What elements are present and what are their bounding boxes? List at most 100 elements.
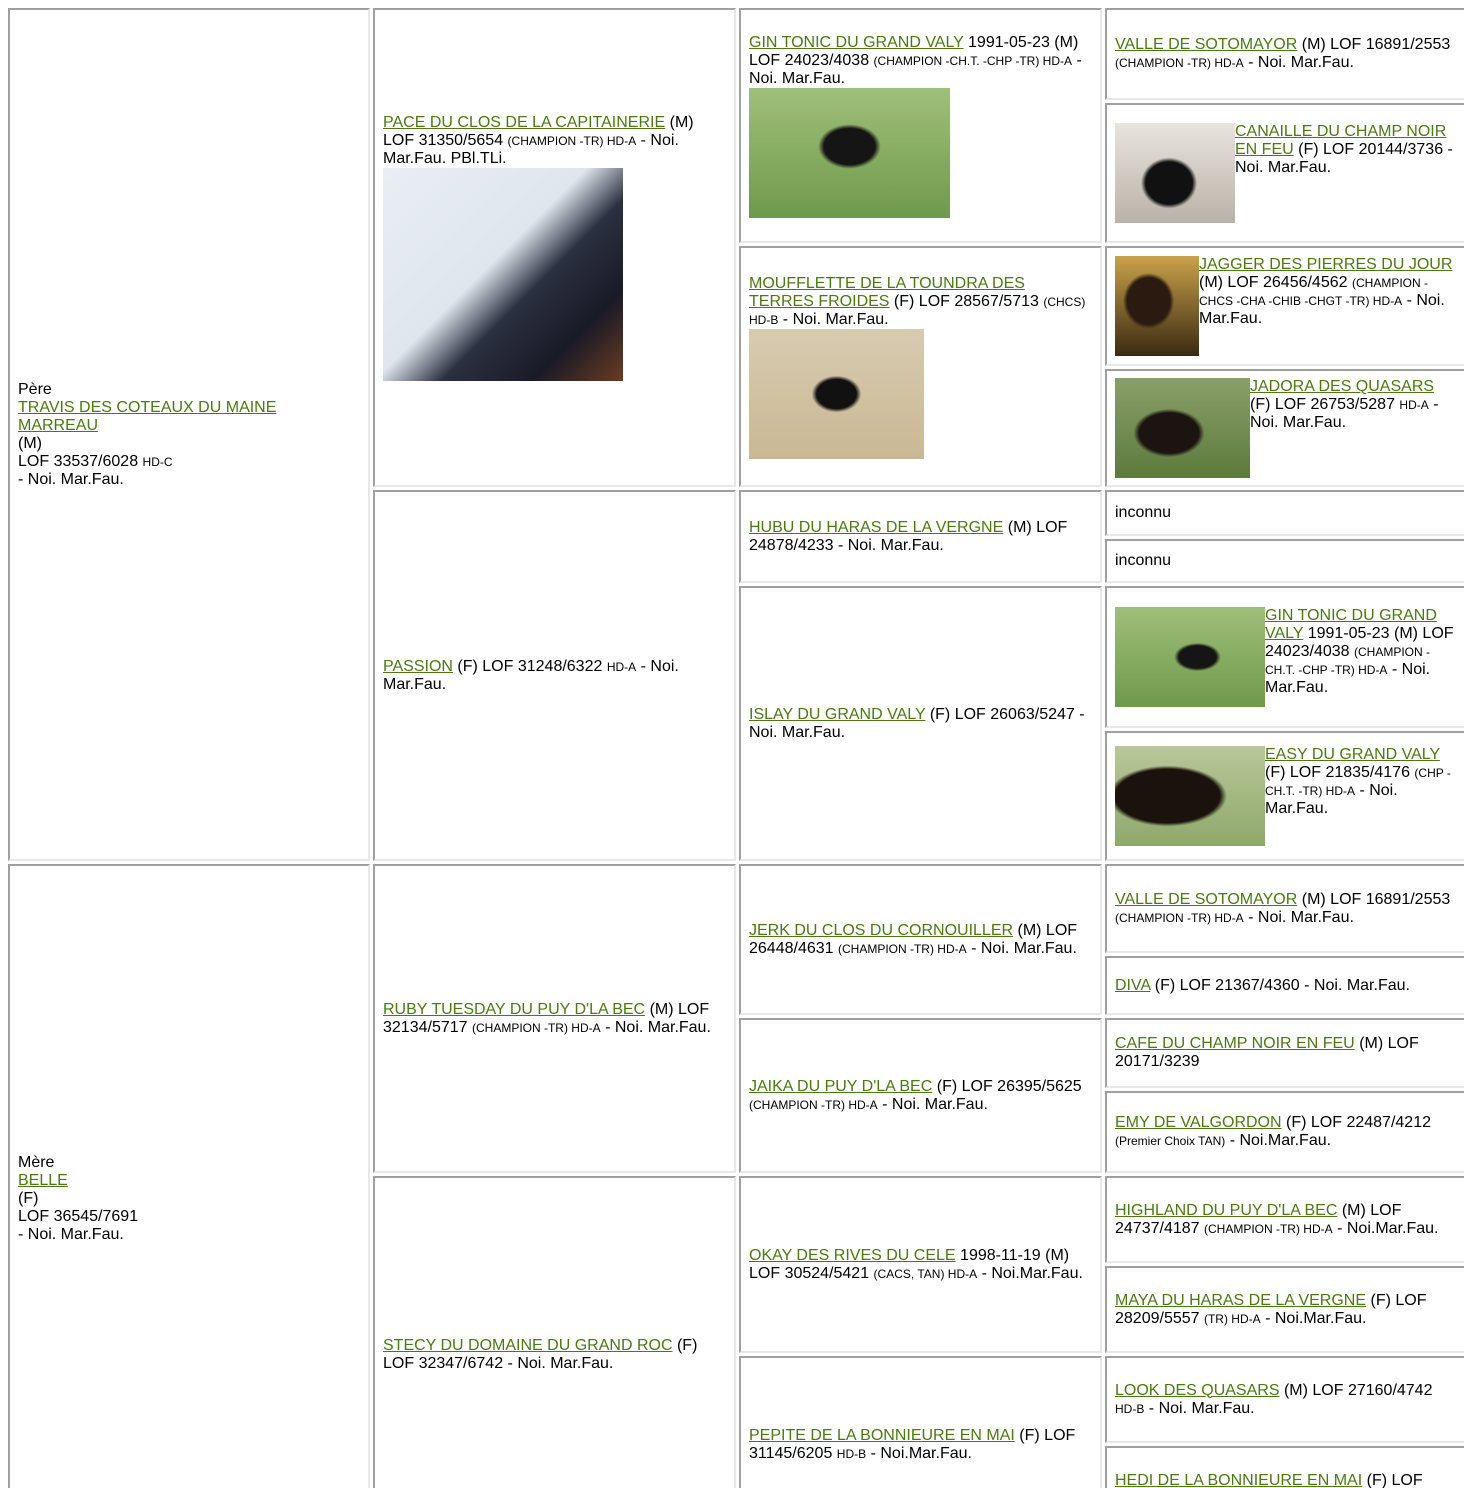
dog-name-link[interactable]: JADORA DES QUASARS <box>1250 378 1435 395</box>
dog-info: (F) LOF 21367/4360 - Noi. Mar.Fau. <box>1154 976 1410 994</box>
dog-info: - Noi. Mar.Fau. <box>882 1095 988 1113</box>
pedigree-cell: VALLE DE SOTOMAYOR (M) LOF 16891/2553 (C… <box>1105 864 1464 953</box>
pedigree-row: DIVA (F) LOF 21367/4360 - Noi. Mar.Fau. <box>8 956 1464 1015</box>
dog-name-link[interactable]: PACE DU CLOS DE LA CAPITAINERIE <box>383 114 666 131</box>
title-info: (CHAMPION -TR) HD-A <box>1115 910 1244 925</box>
dog-info: (M) LOF 31350/5654 <box>383 114 694 149</box>
title-info: (CHP -CH.T. -TR) HD-A <box>1265 766 1451 798</box>
dog-name-link[interactable]: GIN TONIC DU GRAND VALY <box>749 33 964 51</box>
dog-info: (F) LOF 31248/6322 <box>457 657 603 675</box>
dog-name-link[interactable]: CAFE DU CHAMP NOIR EN FEU <box>1115 1035 1355 1052</box>
title-info: HD-A <box>1399 398 1429 412</box>
title-info: (CHAMPION -TR) HD-A <box>837 941 967 956</box>
pedigree-cell: JADORA DES QUASARS (F) LOF 26753/5287 HD… <box>1105 369 1464 487</box>
pedigree-row: MAYA DU HARAS DE LA VERGNE (F) LOF 28209… <box>8 1266 1464 1353</box>
title-info: HD-B <box>1115 1401 1145 1416</box>
dog-info: - Noi. Mar.Fau. <box>18 1225 124 1243</box>
pedigree-row: JAIKA DU PUY D'LA BEC (F) LOF 26395/5625… <box>8 1018 1464 1173</box>
pedigree-cell: JERK DU CLOS DU CORNOUILLER (M) LOF 2644… <box>739 864 1102 1015</box>
dog-info: (F) LOF 26063/5247 - Noi. Mar.Fau. <box>749 705 1085 741</box>
dog-name-link[interactable]: STECY DU DOMAINE DU GRAND ROC <box>383 1336 673 1354</box>
dog-name-link[interactable]: PASSION <box>383 657 453 675</box>
dog-info: - Noi. Mar.Fau. <box>782 310 889 328</box>
pedigree-row: EASY DU GRAND VALY (F) LOF 21835/4176 (C… <box>8 731 1464 861</box>
pedigree-table: Père TRAVIS DES COTEAUX DU MAINE MARREAU(… <box>5 5 1464 1488</box>
dog-info: (F) <box>18 1189 39 1207</box>
dog-name-link[interactable]: HUBU DU HARAS DE LA VERGNE <box>749 518 1004 536</box>
dog-name-link[interactable]: GIN TONIC DU GRAND VALY <box>1265 607 1437 642</box>
pedigree-row: Mère BELLE (F) LOF 36545/7691- Noi. Mar.Fau… <box>8 864 1464 1488</box>
dog-name-link[interactable]: LOOK DES QUASARS <box>1115 1381 1280 1399</box>
dog-photo <box>1115 746 1265 846</box>
pedigree-cell: OKAY DES RIVES DU CELE 1998-11-19 (M) LO… <box>739 1176 1102 1353</box>
pedigree-row: PASSION (F) LOF 31248/6322 HD-A - Noi. M… <box>8 490 1464 861</box>
dog-info: (F) LOF 28209/5557 <box>1115 1291 1427 1327</box>
pedigree-cell: HIGHLAND DU PUY D'LA BEC (M) LOF 24737/4… <box>1105 1176 1464 1263</box>
pedigree-cell: VALLE DE SOTOMAYOR (M) LOF 16891/2553 (C… <box>1105 8 1464 100</box>
title-info: (CHCS) HD-B <box>749 294 1086 327</box>
dog-photo <box>749 87 950 218</box>
info-line: (F) <box>18 1190 360 1208</box>
dog-name-link[interactable]: MAYA DU HARAS DE LA VERGNE <box>1115 1291 1367 1309</box>
pedigree-cell: EASY DU GRAND VALY (F) LOF 21835/4176 (C… <box>1105 731 1464 861</box>
dog-info: (M) LOF 20171/3239 <box>1115 1035 1419 1070</box>
dog-name-link[interactable]: PEPITE DE LA BONNIEURE EN MAI <box>749 1426 1015 1444</box>
dog-info: - Noi. Mar.Fau. PBl.TLi. <box>383 132 679 167</box>
dog-info: - Noi. Mar.Fau. <box>749 51 1082 87</box>
info-line: (M) <box>18 435 360 453</box>
dog-name-link[interactable]: RUBY TUESDAY DU PUY D'LA BEC <box>383 1000 646 1018</box>
dog-info: - Noi. Mar.Fau. <box>971 939 1077 957</box>
title-info: HD-C <box>142 454 173 469</box>
dog-name-link[interactable]: JERK DU CLOS DU CORNOUILLER <box>749 921 1014 939</box>
unknown-text: inconnu <box>1115 504 1172 521</box>
dog-name-link[interactable]: TRAVIS DES COTEAUX DU MAINE MARREAU <box>18 398 277 434</box>
dog-name-link[interactable]: ISLAY DU GRAND VALY <box>749 705 926 723</box>
dog-name-link[interactable]: JAIKA DU PUY D'LA BEC <box>749 1077 933 1095</box>
dog-name-link[interactable]: DIVA <box>1115 976 1151 994</box>
dog-info: - Noi.Mar.Fau. <box>870 1444 972 1462</box>
pedigree-cell: CAFE DU CHAMP NOIR EN FEU (M) LOF 20171/… <box>1105 1018 1464 1088</box>
dog-name-link[interactable]: VALLE DE SOTOMAYOR <box>1115 890 1298 908</box>
dog-photo <box>1115 123 1235 223</box>
pedigree-cell: GIN TONIC DU GRAND VALY 1991-05-23 (M) L… <box>1105 586 1464 728</box>
dog-info: - Noi.Mar.Fau. <box>981 1264 1083 1282</box>
pedigree-cell: HUBU DU HARAS DE LA VERGNE (M) LOF 24878… <box>739 490 1102 583</box>
pedigree-cell: MAYA DU HARAS DE LA VERGNE (F) LOF 28209… <box>1105 1266 1464 1353</box>
pedigree-cell: inconnu <box>1105 539 1464 583</box>
dog-info: (M) LOF 26456/4562 <box>1199 274 1348 291</box>
dog-info: (M) LOF 24878/4233 - Noi. Mar.Fau. <box>749 518 1068 554</box>
parent-label: Père <box>18 380 52 398</box>
dog-name-link[interactable]: HIGHLAND DU PUY D'LA BEC <box>1115 1201 1338 1219</box>
pedigree-cell: Mère BELLE (F) LOF 36545/7691- Noi. Mar.Fau… <box>8 864 370 1488</box>
dog-info: (M) LOF 16891/2553 <box>1301 890 1451 908</box>
pedigree-cell: DIVA (F) LOF 21367/4360 - Noi. Mar.Fau. <box>1105 956 1464 1015</box>
dog-photo <box>749 328 924 459</box>
dog-info: (F) LOF 31145/6205 <box>749 1426 1076 1462</box>
info-line: - Noi. Mar.Fau. <box>18 1226 360 1244</box>
dog-info: (F) LOF 32347/6742 - Noi. Mar.Fau. <box>383 1336 698 1372</box>
dog-info: (M) LOF 16891/2553 <box>1301 36 1451 53</box>
pedigree-row: ISLAY DU GRAND VALY (F) LOF 26063/5247 -… <box>8 586 1464 861</box>
dog-info: (F) LOF 21835/4176 <box>1265 764 1410 781</box>
dog-name-link[interactable]: MOUFFLETTE DE LA TOUNDRA DES TERRES FROI… <box>749 274 1025 310</box>
dog-name-link[interactable]: VALLE DE SOTOMAYOR <box>1115 36 1298 53</box>
dog-info: - Noi. Mar.Fau. <box>1250 396 1439 431</box>
dog-name-link[interactable]: BELLE <box>18 1171 68 1189</box>
pedigree-row: inconnu <box>8 539 1464 583</box>
dog-info: (F) LOF 26753/5287 <box>1250 396 1395 413</box>
title-info: (CHAMPION -TR) HD-A <box>749 1097 878 1112</box>
dog-info: 1998-11-19 (M) LOF 30524/5421 <box>749 1246 1070 1282</box>
dog-name-link[interactable]: EASY DU GRAND VALY <box>1265 746 1440 763</box>
dog-name-link[interactable]: JAGGER DES PIERRES DU JOUR <box>1199 256 1453 273</box>
dog-name-link[interactable]: CANAILLE DU CHAMP NOIR EN FEU <box>1235 123 1447 158</box>
title-info: (CHAMPION -CHCS -CHA -CHIB -CHGT -TR) HD… <box>1199 276 1428 308</box>
dog-name-link[interactable]: OKAY DES RIVES DU CELE <box>749 1246 956 1264</box>
pedigree-cell: EMY DE VALGORDON (F) LOF 22487/4212 (Pre… <box>1105 1091 1464 1173</box>
pedigree-row: EMY DE VALGORDON (F) LOF 22487/4212 (Pre… <box>8 1091 1464 1173</box>
pedigree-cell: LOOK DES QUASARS (M) LOF 27160/4742 HD-B… <box>1105 1356 1464 1443</box>
pedigree-cell: JAIKA DU PUY D'LA BEC (F) LOF 26395/5625… <box>739 1018 1102 1173</box>
dog-name-link[interactable]: HEDI DE LA BONNIEURE EN MAI <box>1115 1471 1363 1488</box>
dog-photo <box>1115 256 1199 356</box>
dog-name-link[interactable]: EMY DE VALGORDON <box>1115 1114 1282 1131</box>
